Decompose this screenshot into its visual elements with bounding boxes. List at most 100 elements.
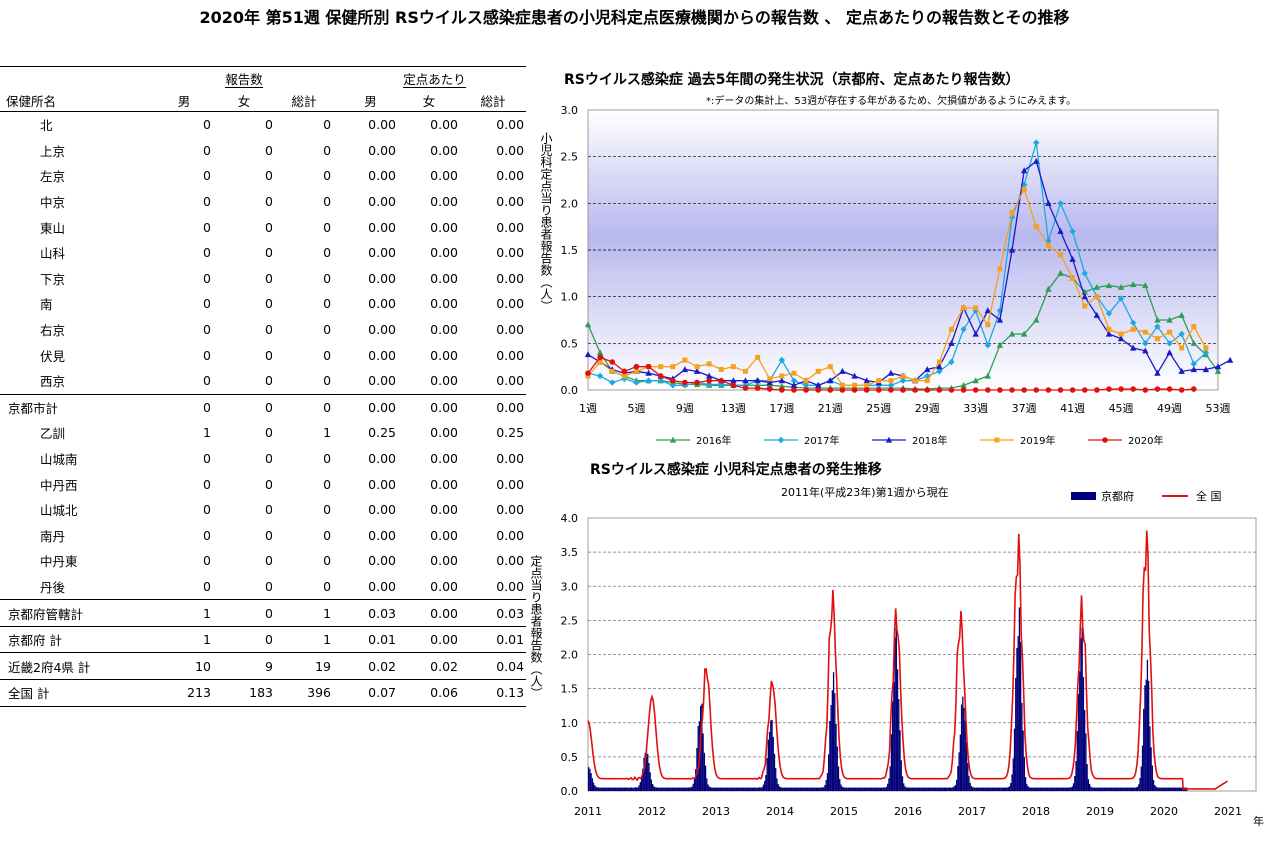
- x-axis-label: 年: [1253, 814, 1264, 828]
- x-tick-label: 53週: [1206, 402, 1231, 415]
- data-point: [948, 358, 955, 366]
- data-point: [996, 341, 1004, 348]
- kyoto-bar: [879, 787, 881, 791]
- kyoto-bar: [1133, 787, 1135, 791]
- kyoto-bar: [1088, 783, 1091, 791]
- kyoto-bar: [1060, 787, 1062, 791]
- table-row: 南丹 0 0 0 0.00 0.00 0.00: [0, 523, 526, 549]
- kyoto-bar: [663, 787, 665, 791]
- kyoto-bar: [741, 787, 744, 791]
- table-cell: 0.00: [496, 245, 525, 261]
- kyoto-bar: [631, 787, 633, 791]
- kyoto-bar: [887, 783, 889, 791]
- kyoto-bar: [775, 768, 777, 791]
- kyoto-bar: [1101, 787, 1103, 791]
- table-cell: 0.00: [460, 573, 527, 601]
- kyoto-bar: [1055, 787, 1057, 791]
- table-cell: 0.00: [430, 270, 459, 286]
- kyoto-bar: [764, 781, 766, 791]
- kyoto-bar: [601, 787, 603, 791]
- kyoto-bar: [1032, 787, 1034, 791]
- table-cell: 0: [203, 194, 211, 210]
- kyoto-bar: [1160, 787, 1162, 791]
- kyoto-bar: [776, 778, 778, 791]
- kyoto-bar: [789, 787, 792, 791]
- kyoto-bar: [883, 787, 885, 791]
- data-point: [1105, 310, 1113, 317]
- spacer-cell: [333, 367, 344, 395]
- table-row: 下京 0 0 0 0.00 0.00 0.00: [0, 266, 526, 292]
- data-point: [888, 387, 894, 393]
- table-cell: 0.00: [430, 245, 459, 261]
- kyoto-bar: [973, 787, 975, 791]
- x-tick-label: 41週: [1060, 402, 1085, 415]
- table-cell: 0.00: [398, 393, 461, 421]
- kyoto-bar: [1159, 787, 1161, 791]
- table-cell: 0.00: [496, 553, 525, 569]
- kyoto-bar: [871, 787, 873, 791]
- kyoto-bar: [878, 787, 880, 791]
- kyoto-bar: [889, 766, 891, 791]
- data-point: [839, 367, 846, 374]
- data-point: [1082, 303, 1088, 309]
- row-name: 中丹東: [40, 554, 78, 570]
- table-cell: 0.25: [496, 425, 525, 441]
- row-name: 東山: [40, 220, 66, 236]
- y-tick-label: 0.0: [561, 785, 579, 798]
- table-cell: 0: [203, 553, 211, 569]
- kyoto-bar: [974, 787, 976, 791]
- x-tick-label: 2018: [1022, 805, 1050, 818]
- kyoto-bar: [759, 787, 761, 791]
- kyoto-bar: [1173, 787, 1176, 791]
- kyoto-bar: [899, 730, 901, 791]
- table-cell: 0.00: [496, 194, 525, 210]
- kyoto-bar: [1093, 787, 1096, 791]
- data-point: [1094, 387, 1100, 393]
- data-point: [839, 387, 846, 393]
- x-tick-label: 9週: [676, 402, 694, 415]
- table-cell: 0: [203, 219, 211, 235]
- kyoto-bar: [874, 787, 877, 791]
- kyoto-bar: [717, 787, 719, 791]
- kyoto-bar: [707, 784, 709, 791]
- kyoto-bar: [839, 778, 841, 791]
- kyoto-bar: [958, 752, 960, 791]
- kyoto-bar: [799, 787, 801, 791]
- kyoto-bar: [1033, 787, 1035, 791]
- table-cell: 9: [213, 652, 275, 681]
- x-tick-label: 2015: [830, 805, 858, 818]
- kyoto-bar: [1077, 694, 1080, 791]
- kyoto-bar: [786, 787, 788, 791]
- row-name: 右京: [40, 323, 66, 339]
- kyoto-bar: [1113, 787, 1115, 791]
- kyoto-bar: [713, 787, 715, 791]
- data-point: [985, 387, 991, 393]
- kyoto-bar: [1144, 685, 1146, 791]
- table-row: 北 0 0 0 0.00 0.00 0.00: [0, 112, 526, 138]
- table-cell: 0: [265, 451, 273, 467]
- table-cell: 0: [265, 347, 273, 363]
- table-cell: 0: [323, 322, 332, 338]
- data-point: [1166, 349, 1173, 356]
- kyoto-bar: [1090, 786, 1092, 791]
- table-cell: 0.00: [368, 270, 397, 286]
- table-group-header-row: 報告数 定点あたり: [0, 66, 527, 89]
- kyoto-bar: [1150, 747, 1152, 791]
- kyoto-bar: [672, 787, 675, 791]
- kyoto-bar: [1069, 787, 1071, 791]
- kyoto-bar: [691, 786, 693, 791]
- kyoto-bar: [665, 787, 667, 791]
- kyoto-bar: [1036, 787, 1038, 791]
- table-cell: 0.00: [496, 347, 525, 363]
- data-point: [1178, 311, 1185, 318]
- kyoto-bar: [1080, 638, 1082, 791]
- kyoto-bar: [954, 785, 957, 791]
- kyoto-bar: [1111, 787, 1113, 791]
- kyoto-bar: [1118, 787, 1120, 791]
- kyoto-bar: [664, 787, 666, 791]
- table-cell: 0: [323, 347, 332, 363]
- column-header: 女: [398, 89, 461, 112]
- kyoto-bar: [1116, 787, 1118, 791]
- kyoto-bar: [708, 786, 710, 791]
- kyoto-bar: [743, 787, 745, 791]
